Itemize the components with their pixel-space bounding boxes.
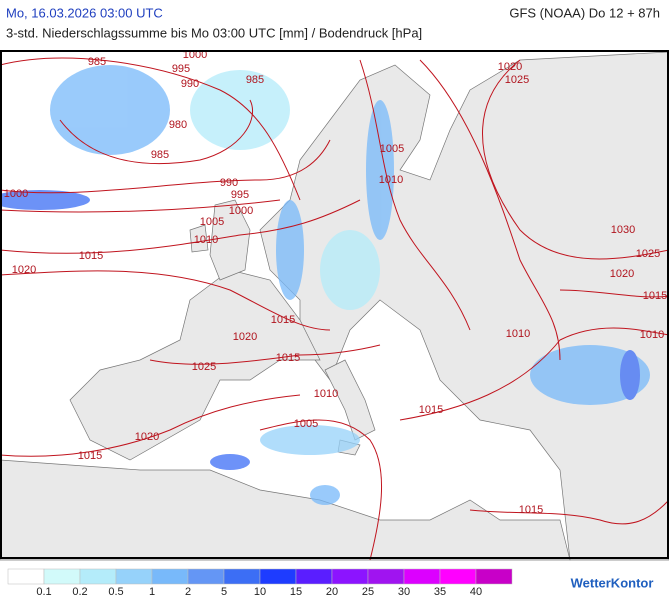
- legend-label: 20: [326, 586, 338, 598]
- isobar-label: 985: [246, 74, 264, 86]
- brand: WetterKontor: [571, 575, 654, 590]
- land: [0, 51, 669, 561]
- legend-swatch: [7, 568, 45, 585]
- isobar-label: 990: [181, 78, 199, 90]
- legend-swatch: [259, 568, 297, 585]
- legend-swatch: [43, 568, 81, 585]
- isobar-label: 1020: [135, 431, 159, 443]
- legend-label: 1: [149, 586, 155, 598]
- legend-label: 0.1: [36, 586, 51, 598]
- isobar-label: 1005: [294, 418, 318, 430]
- isobar-label: 1015: [519, 504, 543, 516]
- isobar-label: 1015: [79, 250, 103, 262]
- isobar-label: 985: [88, 56, 106, 68]
- isobar-label: 1030: [611, 224, 635, 236]
- legend-label: 5: [221, 586, 227, 598]
- isobar-label: 1025: [636, 248, 660, 260]
- legend-swatch: [115, 568, 153, 585]
- isobar-label: 1015: [78, 450, 102, 462]
- legend-label: 40: [470, 586, 482, 598]
- legend-swatch: [79, 568, 117, 585]
- isobar-label: 1010: [379, 174, 403, 186]
- isobar-label: 1000: [229, 205, 253, 217]
- model-info: GFS (NOAA) Do 12 + 87h: [509, 5, 660, 20]
- legend-swatch: [187, 568, 225, 585]
- isobars: [0, 57, 669, 561]
- legend-label: 25: [362, 586, 374, 598]
- isobar-label: 1020: [610, 268, 634, 280]
- isobar-label: 1015: [271, 314, 295, 326]
- legend-swatch: [223, 568, 261, 585]
- isobar-label: 1025: [192, 361, 216, 373]
- subtitle: 3-std. Niederschlagssumme bis Mo 03:00 U…: [6, 25, 422, 40]
- legend-swatch: [367, 568, 405, 585]
- isobar-label: 1000: [4, 188, 28, 200]
- isobar-label: 1010: [506, 328, 530, 340]
- isobar-label: 995: [172, 63, 190, 75]
- isobar-label: 995: [231, 189, 249, 201]
- legend-swatch: [439, 568, 477, 585]
- map-frame: [0, 50, 669, 559]
- isobar-label: 1005: [380, 143, 404, 155]
- isobar-label: 1010: [640, 329, 664, 341]
- legend-swatch: [151, 568, 189, 585]
- isobar-label: 1010: [194, 234, 218, 246]
- isobar-label: 1015: [276, 352, 300, 364]
- isobar-label: 1005: [200, 216, 224, 228]
- legend-label: 10: [254, 586, 266, 598]
- legend-label: 15: [290, 586, 302, 598]
- legend-label: 30: [398, 586, 410, 598]
- legend-swatch: [403, 568, 441, 585]
- isobar-label: 980: [169, 119, 187, 131]
- date: Mo, 16.03.2026 03:00 UTC: [6, 5, 163, 20]
- legend-swatch: [295, 568, 333, 585]
- isobar-label: 1015: [419, 404, 443, 416]
- legend-label: 2: [185, 586, 191, 598]
- isobar-label: 1020: [498, 61, 522, 73]
- legend-label: 35: [434, 586, 446, 598]
- isobar-label: 1010: [314, 388, 338, 400]
- isobar-label: 985: [151, 149, 169, 161]
- legend: 0.1 0.2 0.5 1 2 5 10 15 20 25 30 35 40: [7, 568, 513, 598]
- isobar-label: 1025: [505, 74, 529, 86]
- legend-label: 0.2: [72, 586, 87, 598]
- isobar-label: 1020: [233, 331, 257, 343]
- legend-swatch: [331, 568, 369, 585]
- isobar-label: 1020: [12, 264, 36, 276]
- isobar-label: 1015: [643, 290, 667, 302]
- legend-swatch: [475, 568, 513, 585]
- isobar-label: 990: [220, 177, 238, 189]
- legend-label: 0.5: [108, 586, 123, 598]
